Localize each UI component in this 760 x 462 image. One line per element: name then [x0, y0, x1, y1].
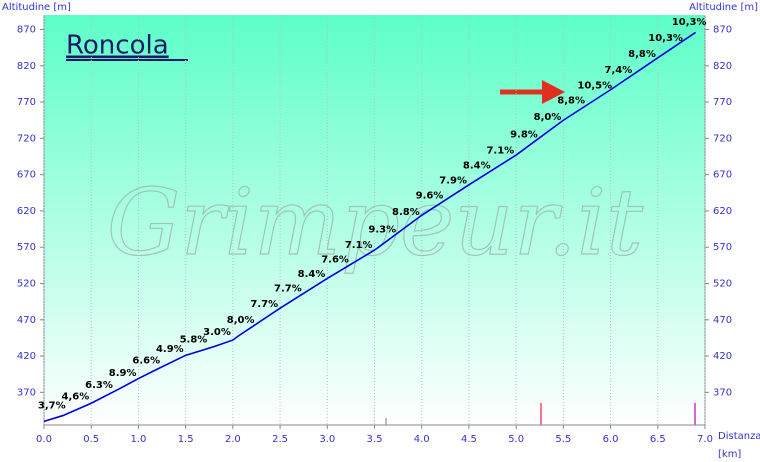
x-tick-label: 4.5 [461, 434, 477, 445]
gradient-label: 10,3% [648, 33, 683, 44]
gradient-label: 8,0% [227, 315, 255, 326]
red-arrow [500, 80, 565, 104]
gradient-label: 9.3% [368, 224, 396, 235]
gradient-label: 8.4% [298, 269, 326, 280]
y-tick-label: 720 [17, 133, 36, 144]
gradient-label: 8.4% [463, 160, 491, 171]
y-tick-label: 670 [17, 170, 36, 181]
x-tick-label: 7.0 [697, 434, 713, 445]
x-tick-label: 5.0 [508, 434, 524, 445]
x-tick-label: 1.0 [130, 434, 146, 445]
gradient-label: 7.1% [345, 240, 373, 251]
x-tick-label: 2.0 [225, 434, 241, 445]
gradient-label: 7.1% [486, 145, 514, 156]
gradient-label: 3,7% [38, 401, 66, 412]
y-tick-label: 570 [17, 242, 36, 253]
y2-axis-label: Altitudine [m] [689, 2, 758, 13]
x-tick-label: 3.0 [319, 434, 335, 445]
gradient-label: 6.3% [85, 380, 113, 391]
x-tick-label: 3.5 [367, 434, 383, 445]
x-tick-label: 4.0 [414, 434, 430, 445]
line-series [43, 31, 697, 423]
gradient-label: 9.6% [416, 191, 444, 202]
y2-tick-label: 570 [713, 242, 732, 253]
x-axis-unit: [km] [718, 449, 741, 460]
x-axis-label: Distanza [718, 431, 760, 442]
gradient-label: 9.8% [510, 129, 538, 140]
gradient-label: 7.6% [321, 254, 349, 265]
gradient-label: 8.9% [109, 368, 137, 379]
gradient-label: 10,3% [672, 17, 707, 28]
y-tick-label: 820 [17, 61, 36, 72]
y2-tick-label: 770 [713, 97, 732, 108]
gradient-label: 8.8% [392, 207, 420, 218]
y-tick-label: 620 [17, 206, 36, 217]
y-tick-label: 370 [17, 387, 36, 398]
watermark: Grimpeur.it [107, 169, 644, 276]
y2-tick-label: 420 [713, 351, 732, 362]
gradient-label: 10,5% [577, 80, 612, 91]
y2-tick-label: 520 [713, 278, 732, 289]
x-tick-label: 6.0 [603, 434, 619, 445]
gradient-label: 4.9% [156, 344, 184, 355]
x-tick-label: 0.5 [83, 434, 99, 445]
x-tick-label: 6.5 [650, 434, 666, 445]
y2-tick-label: 820 [713, 61, 732, 72]
x-tick-label: 1.5 [178, 434, 194, 445]
y-tick-label: 420 [17, 351, 36, 362]
y2-tick-label: 470 [713, 315, 732, 326]
chart-title: Roncola [66, 31, 169, 61]
gradient-label: 7.7% [274, 284, 302, 295]
y-tick-label: 870 [17, 25, 36, 36]
gradient-label: 7,4% [605, 65, 633, 76]
gradient-label: 3.0% [203, 327, 231, 338]
gradient-label: 5.8% [180, 335, 208, 346]
gradient-label: 6.6% [132, 356, 160, 367]
gradient-label: 7.7% [250, 299, 278, 310]
y2-tick-label: 620 [713, 206, 732, 217]
gradient-label: 8,0% [534, 112, 562, 123]
gradient-label: 8,8% [628, 49, 656, 60]
y2-tick-label: 670 [713, 170, 732, 181]
y2-tick-label: 870 [713, 25, 732, 36]
x-tick-label: 5.5 [555, 434, 571, 445]
gradient-label: 8,8% [557, 96, 585, 107]
y-tick-label: 520 [17, 278, 36, 289]
x-tick-label: 0.0 [36, 434, 52, 445]
y-axis-label: Altitudine [m] [2, 2, 71, 13]
gradient-label: 4,6% [62, 391, 90, 402]
y-tick-label: 470 [17, 315, 36, 326]
x-tick-label: 2.5 [272, 434, 288, 445]
y2-tick-label: 370 [713, 387, 732, 398]
gradient-label: 7.9% [439, 175, 467, 186]
y-tick-label: 770 [17, 97, 36, 108]
y2-tick-label: 720 [713, 133, 732, 144]
